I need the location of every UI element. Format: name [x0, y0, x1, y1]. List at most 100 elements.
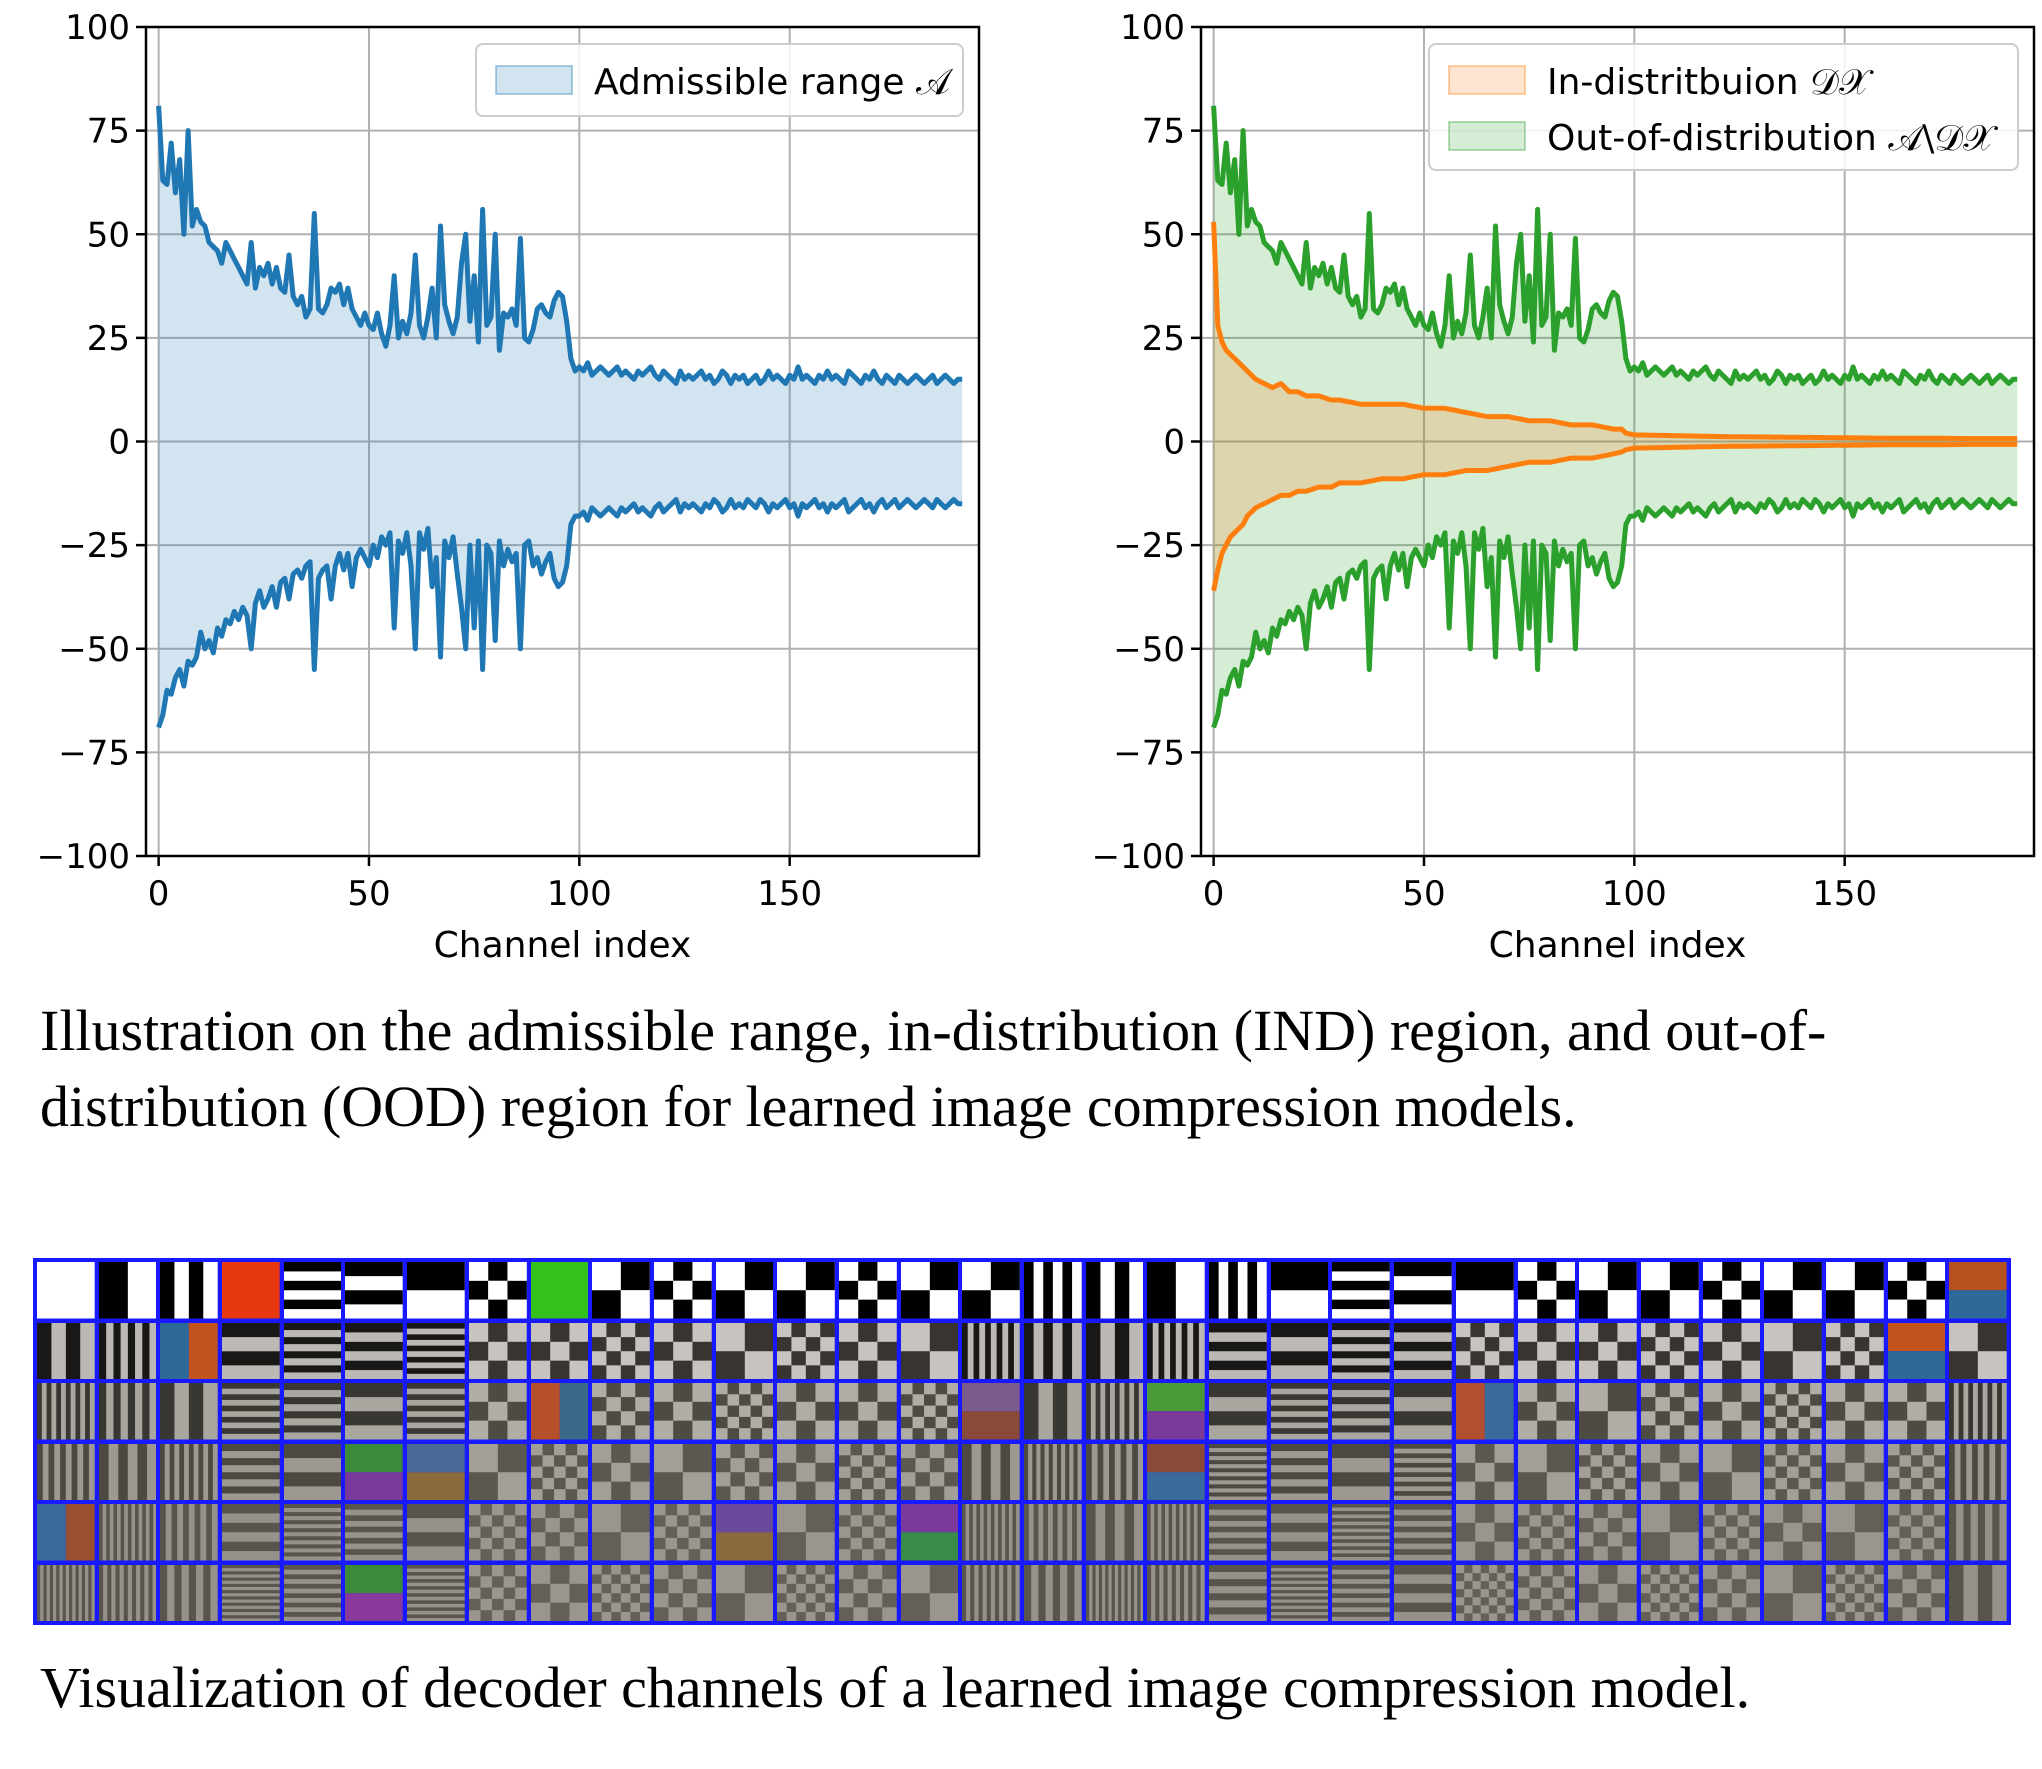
channel-thumbnail: [1455, 1564, 1514, 1621]
channel-thumbnail: [222, 1262, 280, 1319]
channel-thumbnail: [1332, 1383, 1391, 1440]
y-tick-label: 25: [1142, 319, 1185, 359]
legend-box: [475, 43, 964, 117]
legend-label: In-distritbuion 𝒟𝒳: [1547, 62, 1874, 103]
channel-thumbnail: [1764, 1564, 1822, 1621]
channel-thumbnail: [1702, 1443, 1761, 1500]
channel-thumbnail: [1579, 1443, 1637, 1500]
channel-thumbnail: [283, 1564, 342, 1621]
channel-thumbnail: [98, 1322, 157, 1379]
x-tick-label: 0: [1203, 874, 1225, 914]
y-tick-label: −50: [1113, 630, 1185, 670]
channel-thumbnail: [98, 1383, 157, 1440]
channel-thumbnail: [777, 1504, 835, 1561]
channel-thumbnail: [345, 1383, 404, 1440]
channel-thumbnail: [283, 1383, 342, 1440]
channel-thumbnail: [592, 1504, 650, 1561]
channel-thumbnail: [1270, 1383, 1329, 1440]
channel-thumbnail: [1455, 1383, 1514, 1440]
y-tick-label: −25: [58, 526, 130, 566]
channel-thumbnail: [1887, 1564, 1946, 1621]
channel-thumbnail: [592, 1383, 650, 1440]
channel-thumbnail: [1147, 1443, 1206, 1500]
y-tick-label: −75: [58, 733, 130, 773]
channel-thumbnail: [962, 1383, 1020, 1440]
channel-thumbnail: [1270, 1564, 1329, 1621]
channel-thumbnail: [1394, 1383, 1452, 1440]
channel-thumbnail: [345, 1322, 404, 1379]
channel-thumbnail: [1332, 1504, 1391, 1561]
channel-thumbnail: [1887, 1383, 1946, 1440]
channel-thumbnail: [1825, 1322, 1884, 1379]
channel-thumbnail: [1825, 1564, 1884, 1621]
channel-thumbnail: [900, 1262, 959, 1319]
channel-thumbnail: [838, 1443, 897, 1500]
channel-thumbnail: [838, 1322, 897, 1379]
caption-decoder-channels: Visualization of decoder channels of a l…: [40, 1655, 1751, 1720]
channel-thumbnail: [468, 1383, 527, 1440]
channel-thumbnail: [160, 1443, 219, 1500]
channel-thumbnail: [838, 1383, 897, 1440]
channel-thumbnail: [160, 1262, 219, 1319]
channel-thumbnail: [468, 1443, 527, 1500]
channel-thumbnail: [1209, 1322, 1267, 1379]
channel-thumbnail: [1825, 1383, 1884, 1440]
y-tick-label: 0: [1163, 423, 1185, 463]
legend-swatch: [1448, 121, 1526, 151]
channel-thumbnail: [1085, 1262, 1144, 1319]
channel-thumbnail: [407, 1322, 465, 1379]
channel-thumbnail: [468, 1262, 527, 1319]
channel-thumbnail: [283, 1322, 342, 1379]
channel-thumbnail: [1764, 1322, 1822, 1379]
channel-thumbnail: [653, 1504, 712, 1561]
channel-thumbnail: [1085, 1443, 1144, 1500]
channel-thumbnail: [1332, 1262, 1391, 1319]
channel-thumbnail: [715, 1443, 774, 1500]
channel-thumbnail: [1887, 1504, 1946, 1561]
channel-thumbnail: [1394, 1564, 1452, 1621]
ood-fill: [1213, 105, 2018, 728]
channel-thumbnail: [1209, 1504, 1267, 1561]
legend-swatch: [495, 65, 573, 95]
x-axis-label: Channel index: [1489, 925, 1747, 966]
x-tick-label: 50: [1402, 874, 1445, 914]
upper-bound-line: [156, 105, 963, 386]
channel-thumbnail: [37, 1504, 95, 1561]
y-tick-label: −75: [1113, 733, 1185, 773]
channel-thumbnail: [1640, 1443, 1699, 1500]
channel-thumbnail: [962, 1322, 1020, 1379]
x-tick-label: 0: [148, 874, 170, 914]
channel-thumbnail: [1270, 1262, 1329, 1319]
channel-thumbnail: [468, 1322, 527, 1379]
channel-thumbnail: [1517, 1443, 1576, 1500]
channel-thumbnail: [1887, 1443, 1946, 1500]
channel-thumbnail: [1209, 1262, 1267, 1319]
channel-thumbnail: [1209, 1383, 1267, 1440]
channel-thumbnail: [98, 1504, 157, 1561]
channel-thumbnail: [160, 1383, 219, 1440]
channel-thumbnail: [407, 1564, 465, 1621]
channel-thumbnail: [1517, 1322, 1576, 1379]
channel-thumbnail: [1270, 1504, 1329, 1561]
channel-thumbnail: [1887, 1322, 1946, 1379]
channel-thumbnail: [1455, 1443, 1514, 1500]
channel-thumbnail: [1579, 1383, 1637, 1440]
y-tick-label: −100: [1092, 837, 1185, 877]
x-tick-label: 150: [757, 874, 822, 914]
channel-thumbnail: [160, 1322, 219, 1379]
channel-thumbnail: [1024, 1383, 1082, 1440]
channel-thumbnail: [1702, 1564, 1761, 1621]
x-axis-label: Channel index: [434, 925, 692, 966]
channel-thumbnail: [777, 1564, 835, 1621]
channel-thumbnail: [962, 1504, 1020, 1561]
ind-upper-line: [1211, 221, 2018, 442]
channel-thumbnail: [900, 1383, 959, 1440]
channel-thumbnail: [407, 1383, 465, 1440]
channel-thumbnail: [1517, 1383, 1576, 1440]
channel-thumbnail: [900, 1564, 959, 1621]
channel-thumbnail: [1394, 1504, 1452, 1561]
channel-thumbnail: [1209, 1443, 1267, 1500]
channel-thumbnail: [37, 1564, 95, 1621]
channel-thumbnail: [530, 1262, 589, 1319]
channel-thumbnail: [715, 1322, 774, 1379]
